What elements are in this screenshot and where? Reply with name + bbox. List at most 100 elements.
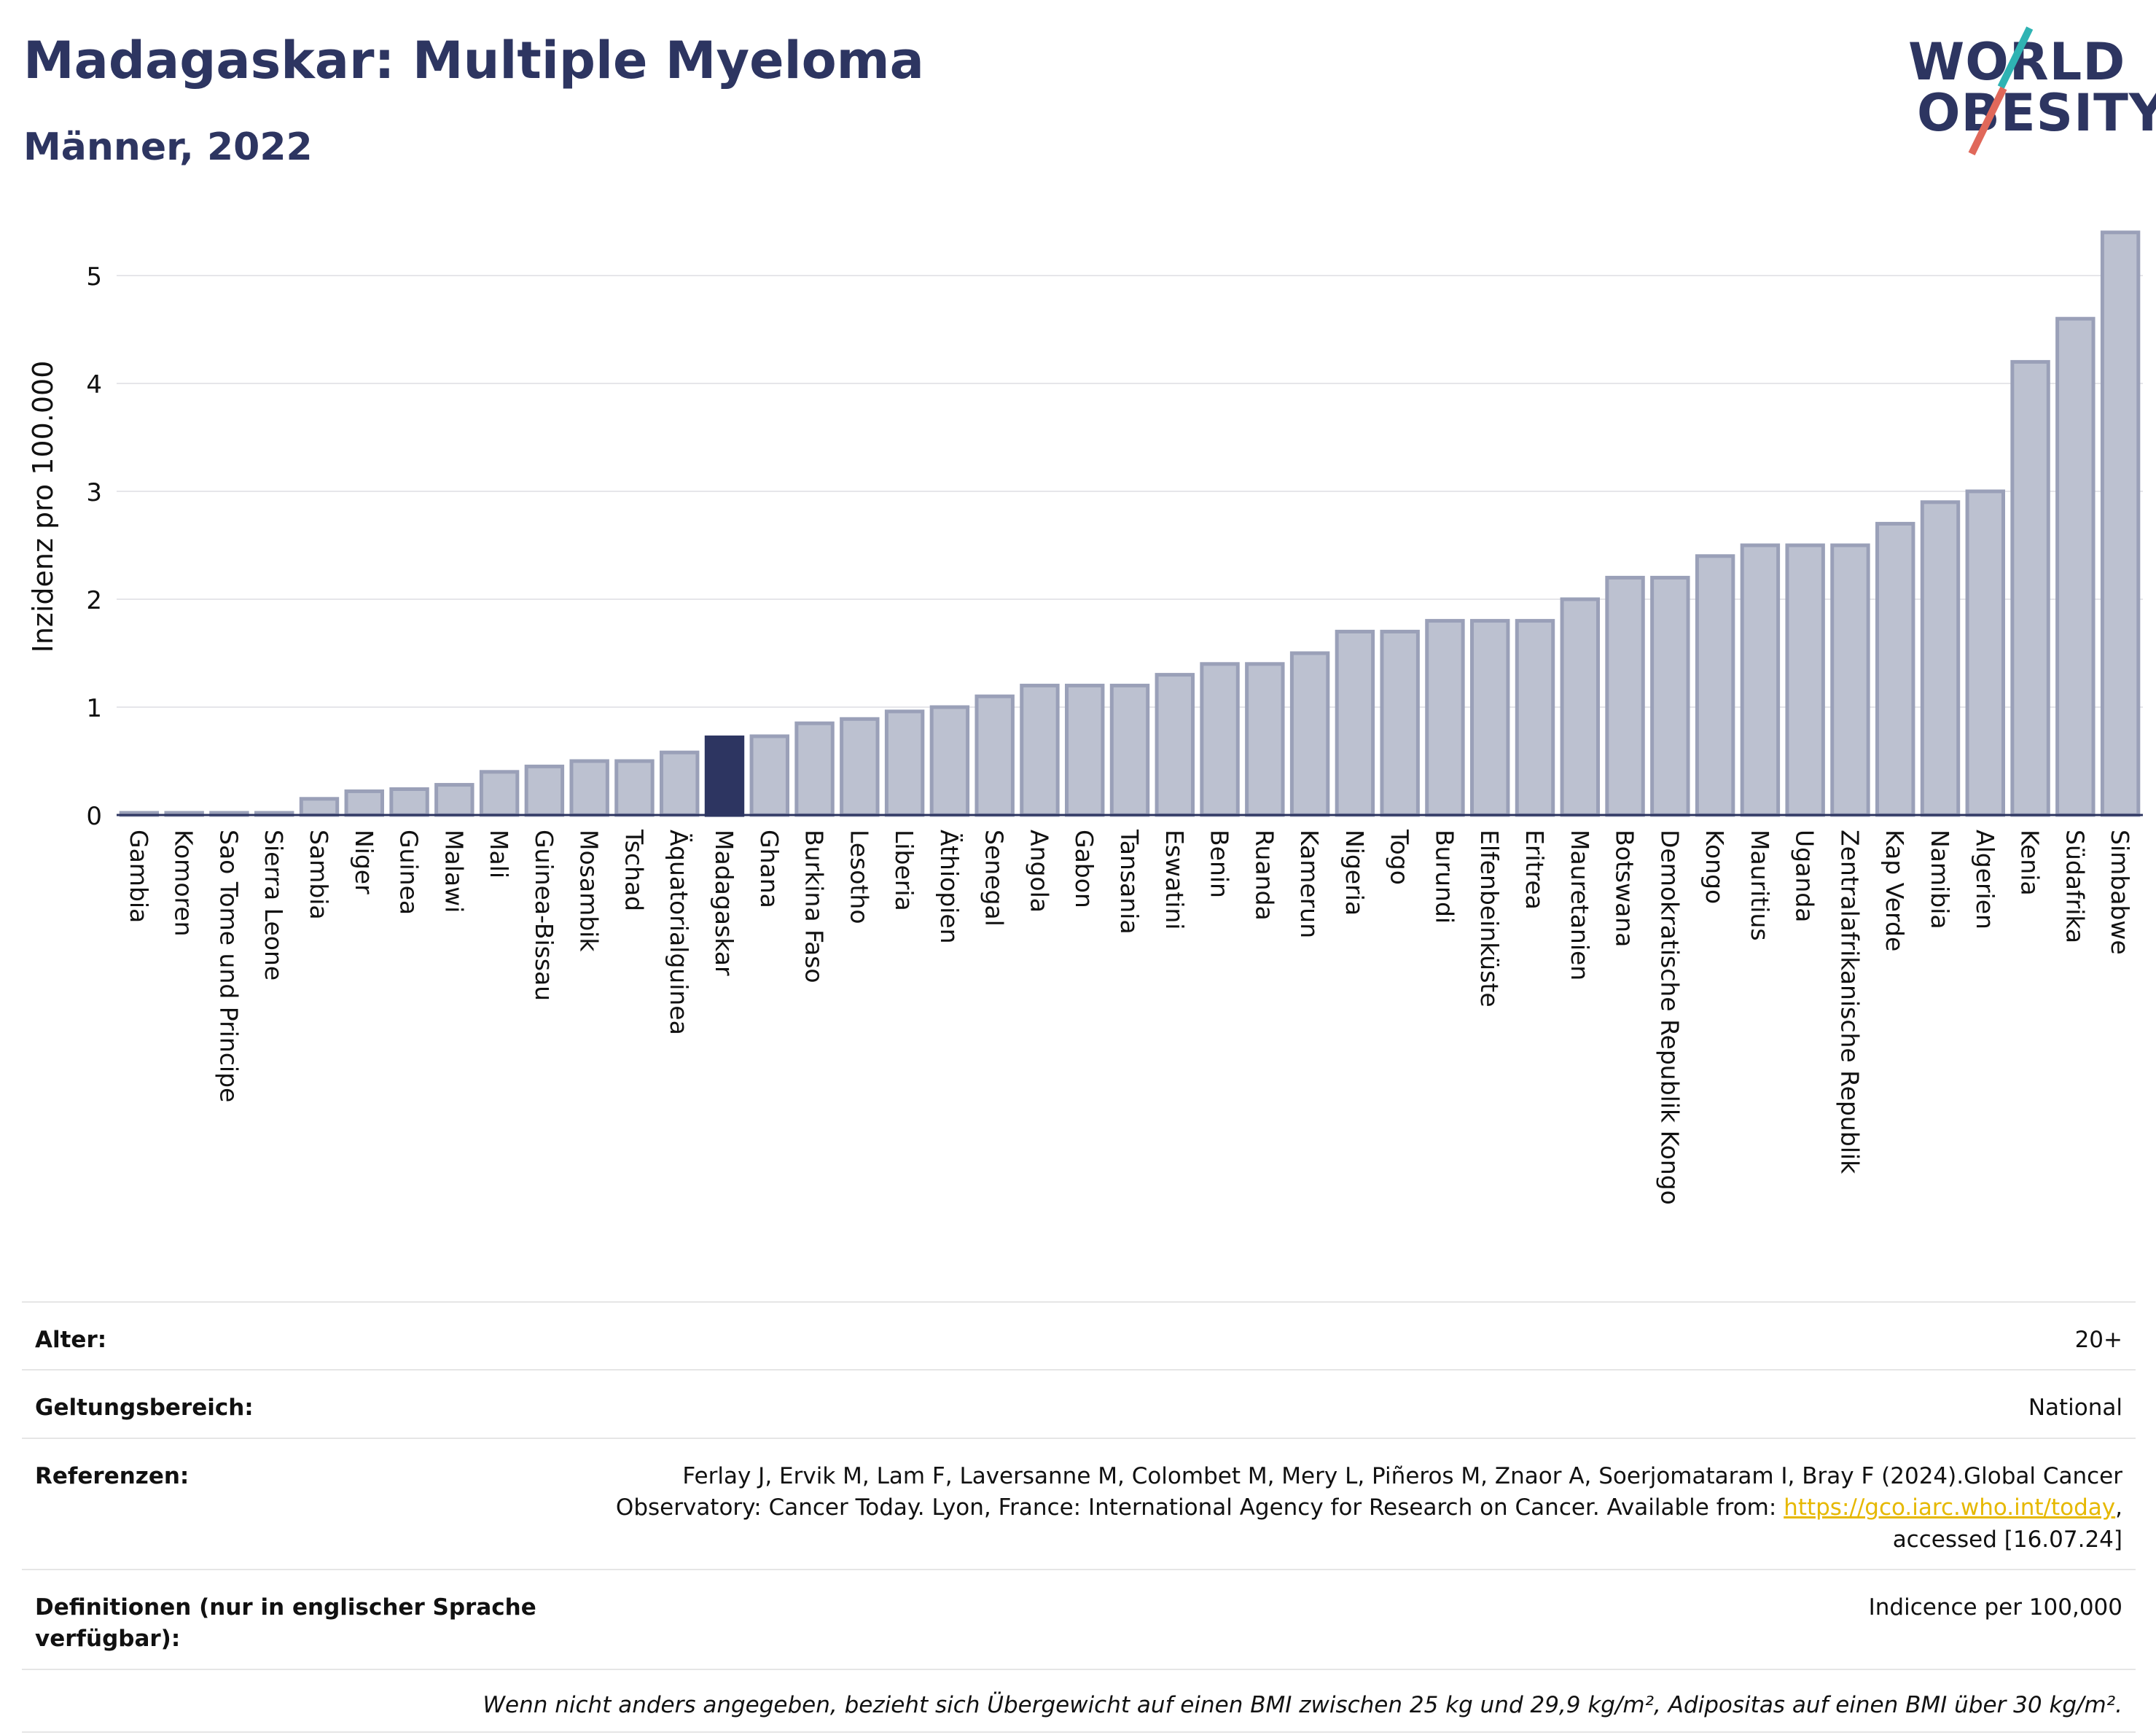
x-tick-label: Angola xyxy=(1025,830,1053,913)
x-tick-label: Elfenbeinküste xyxy=(1475,830,1504,1007)
bar-burkina-faso xyxy=(794,721,835,817)
bar-benin xyxy=(1200,662,1240,817)
bar-tansania xyxy=(1109,683,1150,817)
bar-äquatorialguinea xyxy=(660,750,700,817)
page-subtitle: Männer, 2022 xyxy=(23,125,313,169)
info-row-note: Wenn nicht anders angegeben, bezieht sic… xyxy=(22,1668,2136,1733)
page-title: Madagaskar: Multiple Myeloma xyxy=(23,31,924,90)
bar-guinea xyxy=(389,787,429,817)
bar-nigeria xyxy=(1335,629,1375,817)
references-link[interactable]: https://gco.iarc.who.int/today xyxy=(1784,1494,2116,1521)
x-tick-label: Guinea-Bissau xyxy=(530,830,558,1001)
bar-kongo xyxy=(1695,554,1735,817)
y-tick-label: 4 xyxy=(86,370,102,399)
bar-eritrea xyxy=(1515,619,1555,817)
x-tick-label: Mauretanien xyxy=(1566,830,1594,980)
x-tick-label: Mauritius xyxy=(1746,830,1774,941)
bar-uganda xyxy=(1785,543,1825,817)
info-row-definitions: Definitionen (nur in englischer Sprache … xyxy=(22,1568,2136,1669)
bar-kap-verde xyxy=(1875,521,1915,817)
x-tick-label: Algerien xyxy=(1971,830,1999,929)
x-tick-label: Kenia xyxy=(2016,830,2044,896)
bar-demokratische-republik-kongo xyxy=(1650,575,1690,817)
bar-äthiopien xyxy=(929,705,970,817)
x-tick-label: Kongo xyxy=(1700,830,1729,904)
x-tick-label: Burkina Faso xyxy=(800,830,829,983)
x-tick-label: Südafrika xyxy=(2061,830,2089,943)
x-tick-label: Burundi xyxy=(1430,830,1458,924)
logo-line2: OBESITY xyxy=(1917,83,2156,143)
y-tick-label: 0 xyxy=(86,802,102,831)
x-tick-label: Mali xyxy=(485,830,513,878)
x-tick-label: Eritrea xyxy=(1520,830,1549,910)
x-tick-label: Guinea xyxy=(395,830,423,915)
definitions-label: Definitionen (nur in englischer Sprache … xyxy=(35,1594,536,1653)
bar-sambia xyxy=(299,797,340,817)
info-row-scope: Geltungsbereich: National xyxy=(22,1369,2136,1437)
bar-gabon xyxy=(1065,683,1105,817)
bar-madagaskar xyxy=(704,735,745,817)
references-text: Ferlay J, Ervik M, Lam F, Laversanne M, … xyxy=(615,1462,2122,1521)
x-tick-label: Äquatorialguinea xyxy=(665,830,693,1035)
y-axis-label: Inzidenz pro 100.000 xyxy=(27,361,59,653)
x-tick-label: Madagaskar xyxy=(710,830,738,976)
x-tick-label: Zentralafrikanische Republik xyxy=(1835,830,1864,1174)
info-row-references: Referenzen: Ferlay J, Ervik M, Lam F, La… xyxy=(22,1437,2136,1569)
y-tick-label: 2 xyxy=(86,586,102,615)
bar-ghana xyxy=(749,734,789,817)
bar-senegal xyxy=(975,694,1015,817)
bar-zentralafrikanische-republik xyxy=(1830,543,1870,817)
bar-simbabwe xyxy=(2100,230,2141,817)
x-tick-label: Ruanda xyxy=(1250,830,1278,921)
bar-angola xyxy=(1020,683,1060,817)
bar-liberia xyxy=(884,709,925,817)
bar-guinea-bissau xyxy=(524,764,565,817)
world-obesity-logo: WORLD OBESITY xyxy=(1895,22,2156,156)
bar-südafrika xyxy=(2055,316,2096,817)
scope-label: Geltungsbereich: xyxy=(35,1395,254,1422)
x-tick-label: Mosambik xyxy=(575,830,604,952)
x-tick-label: Gabon xyxy=(1070,830,1098,908)
bar-burundi xyxy=(1425,619,1465,817)
references-accessed: , accessed [16.07.24] xyxy=(1892,1494,2122,1553)
x-tick-label: Simbabwe xyxy=(2106,830,2134,955)
info-table: Alter: 20+ Geltungsbereich: National Ref… xyxy=(22,1301,2136,1733)
x-tick-label: Namibia xyxy=(1926,830,1954,929)
bar-malawi xyxy=(434,783,474,817)
bar-niger xyxy=(344,789,384,817)
y-axis-ticks: 0 1 2 3 4 5 xyxy=(86,262,102,831)
x-tick-label: Sierra Leone xyxy=(259,830,288,980)
x-tick-label: Ghana xyxy=(755,830,784,908)
y-tick-label: 3 xyxy=(86,478,102,507)
references-label: Referenzen: xyxy=(35,1462,190,1489)
x-tick-label: Äthiopien xyxy=(935,830,964,944)
bar-eswatini xyxy=(1155,673,1195,817)
x-tick-label: Sao Tome und Principe xyxy=(214,830,243,1102)
x-tick-label: Niger xyxy=(350,830,378,894)
bar-kamerun xyxy=(1289,651,1330,817)
bar-togo xyxy=(1380,629,1420,817)
y-tick-label: 5 xyxy=(86,262,102,292)
x-tick-label: Eswatini xyxy=(1160,830,1189,929)
x-tick-label: Komoren xyxy=(170,830,198,937)
age-label: Alter: xyxy=(35,1327,107,1353)
x-tick-label: Uganda xyxy=(1791,830,1819,922)
bar-tschad xyxy=(614,759,655,817)
bar-botswana xyxy=(1605,575,1645,817)
x-tick-label: Senegal xyxy=(980,830,1009,927)
bar-mosambik xyxy=(569,759,609,817)
bar-namibia xyxy=(1920,500,1961,817)
x-tick-label: Malawi xyxy=(440,830,468,913)
bar-elfenbeinküste xyxy=(1470,619,1510,817)
x-tick-label: Tschad xyxy=(620,829,648,911)
bar-mali xyxy=(479,770,520,817)
x-tick-label: Botswana xyxy=(1611,830,1639,947)
x-axis-labels: Gambia Komoren Sao Tome und Principe Sierra… xyxy=(125,829,2134,1205)
definitions-value: Indicence per 100,000 xyxy=(1868,1594,2122,1621)
x-tick-label: Togo xyxy=(1386,829,1414,885)
scope-value: National xyxy=(2028,1395,2122,1422)
bar-kenia xyxy=(2010,359,2050,817)
bar-algerien xyxy=(1965,489,2005,817)
x-tick-label: Sambia xyxy=(305,830,333,920)
bars xyxy=(119,230,2141,817)
